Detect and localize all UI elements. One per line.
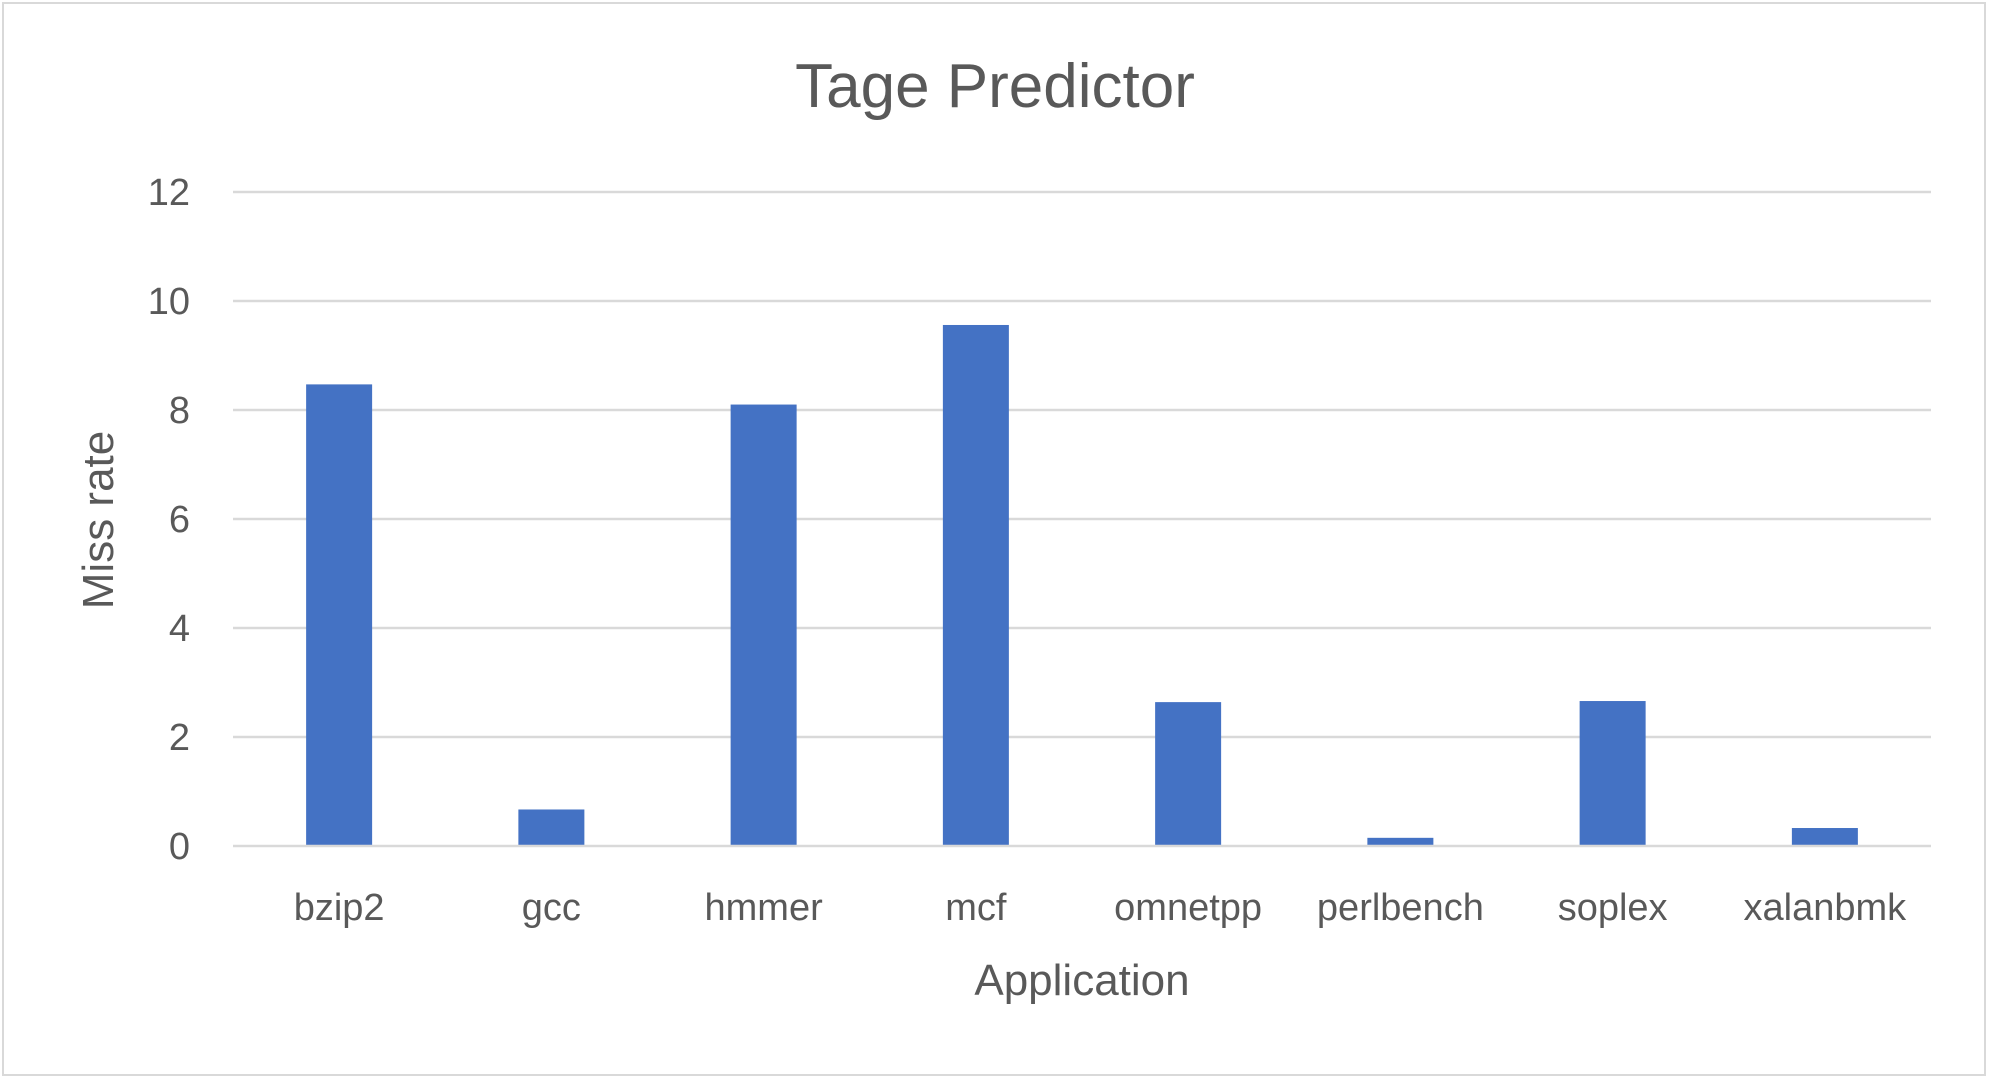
bar-gcc bbox=[518, 809, 585, 846]
x-tick-label: gcc bbox=[522, 887, 581, 929]
y-tick-label: 6 bbox=[169, 499, 190, 541]
x-tick-label: mcf bbox=[945, 887, 1007, 929]
bar-soplex bbox=[1579, 701, 1646, 846]
x-tick-label: hmmer bbox=[705, 887, 824, 929]
y-tick-label: 0 bbox=[169, 826, 190, 868]
x-tick-label: perlbench bbox=[1317, 887, 1484, 929]
x-tick-label: soplex bbox=[1558, 887, 1668, 929]
y-tick-label: 10 bbox=[148, 281, 190, 323]
bar-omnetpp bbox=[1155, 702, 1222, 846]
y-axis-ticks: 0 2 4 6 8 10 12 bbox=[148, 172, 190, 868]
bar-hmmer bbox=[730, 404, 797, 846]
y-tick-label: 12 bbox=[148, 172, 190, 214]
chart-title: Tage Predictor bbox=[795, 52, 1195, 121]
gridlines bbox=[233, 190, 1931, 739]
x-axis-title: Application bbox=[974, 956, 1189, 1005]
y-axis-title: Miss rate bbox=[74, 431, 123, 609]
y-tick-label: 2 bbox=[169, 717, 190, 759]
bar-mcf bbox=[942, 324, 1009, 847]
y-tick-label: 8 bbox=[169, 390, 190, 432]
x-tick-label: bzip2 bbox=[294, 887, 385, 929]
x-axis-ticks: bzip2 gcc hmmer mcf omnetpp perlbench soplex xa… bbox=[294, 887, 1907, 929]
x-tick-label: omnetpp bbox=[1114, 887, 1262, 929]
bar-bzip2 bbox=[306, 384, 373, 846]
bar-perlbench bbox=[1367, 837, 1434, 846]
x-tick-label: xalanbmk bbox=[1744, 887, 1908, 929]
bars bbox=[306, 324, 1858, 847]
bar-xalanbmk bbox=[1791, 828, 1858, 846]
y-tick-label: 4 bbox=[169, 608, 190, 650]
